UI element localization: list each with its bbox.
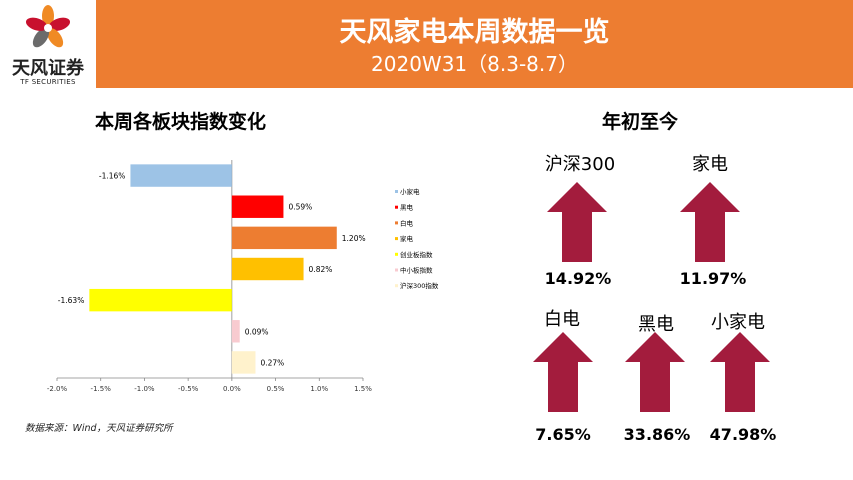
x-tick-label: 0.5%: [267, 385, 285, 393]
bar-0: [130, 164, 232, 187]
ytd-value-black-goods: 33.86%: [623, 425, 691, 444]
bar-2: [231, 226, 337, 250]
ytd-section-title: 年初至今: [602, 111, 679, 133]
legend-swatch: [395, 252, 398, 256]
legend-swatch: [395, 237, 398, 241]
x-tick-label: -1.0%: [134, 385, 155, 393]
bar-3: [231, 257, 304, 281]
bar-6: [231, 351, 256, 374]
legend-swatch: [395, 205, 398, 209]
sector-index-chart: -2.0% -1.5% -1.0% -0.5% 0.0% 0.5% 1.0% 1.5% -1.…: [47, 160, 439, 393]
ytd-value-appliance: 11.97%: [679, 269, 747, 288]
bar-value-label: 0.82%: [309, 265, 333, 274]
bar-value-label: -1.16%: [99, 172, 126, 181]
legend-swatch: [395, 268, 398, 272]
logo-name: 天风证券: [12, 58, 84, 79]
bar-value-label: 0.09%: [245, 327, 269, 336]
chart-bars: -1.16% 0.59% 1.20% 0.82% -1.63% 0.09% 0.27%: [58, 164, 366, 374]
bar-5: [231, 320, 240, 343]
up-arrow-icon: [710, 332, 770, 412]
legend-label: 小家电: [400, 187, 420, 196]
header: 天风证券 TF SECURITIES 天风家电本周数据一览 2020W31（8.…: [0, 0, 853, 88]
legend-label: 创业板指数: [400, 250, 433, 259]
legend-swatch: [395, 190, 398, 193]
ytd-value-small-appliance: 47.98%: [709, 425, 777, 444]
page-title: 天风家电本周数据一览: [339, 17, 610, 48]
x-tick-label: -2.0%: [47, 385, 68, 393]
legend-label: 家电: [400, 234, 414, 243]
up-arrow-icon: [680, 182, 740, 262]
page-subtitle: 2020W31（8.3-8.7）: [371, 52, 578, 76]
chart-axes: -2.0% -1.5% -1.0% -0.5% 0.0% 0.5% 1.0% 1.5%: [47, 160, 372, 393]
bar-4: [89, 288, 232, 312]
legend-swatch: [395, 221, 398, 225]
x-tick-label: 0.0%: [223, 385, 241, 393]
ytd-value-hs300: 14.92%: [544, 269, 612, 288]
x-tick-label: 1.5%: [354, 385, 372, 393]
bar-value-label: 1.20%: [342, 234, 366, 243]
ytd-label-black-goods: 黑电: [638, 314, 674, 335]
bar-value-label: -1.63%: [58, 296, 85, 305]
ytd-label-appliance: 家电: [692, 154, 728, 175]
x-tick-label: 1.0%: [310, 385, 328, 393]
ytd-label-hs300: 沪深300: [544, 154, 616, 175]
logo: 天风证券 TF SECURITIES: [0, 0, 96, 88]
legend-label: 黑电: [400, 203, 414, 212]
title-banner: 天风家电本周数据一览 2020W31（8.3-8.7）: [96, 0, 853, 88]
bar-value-label: 0.27%: [260, 358, 284, 367]
up-arrow-icon: [625, 332, 685, 412]
ytd-value-white-goods: 7.65%: [535, 425, 591, 444]
legend-label: 中小板指数: [400, 266, 433, 275]
x-tick-label: -1.5%: [91, 385, 112, 393]
ytd-label-white-goods: 白电: [544, 309, 580, 330]
bar-value-label: 0.59%: [288, 203, 312, 212]
legend-label: 白电: [400, 218, 414, 227]
bar-1: [231, 195, 284, 218]
legend-label: 沪深300指数: [400, 281, 439, 290]
ytd-label-small-appliance: 小家电: [711, 312, 765, 333]
x-tick-label: -0.5%: [178, 385, 199, 393]
data-source-note: 数据来源：Wind，天风证券研究所: [25, 423, 173, 434]
logo-flower-icon: [25, 5, 71, 48]
chart-section-title: 本周各板块指数变化: [95, 111, 267, 133]
legend-swatch: [395, 284, 398, 288]
up-arrow-icon: [547, 182, 607, 262]
up-arrow-icon: [533, 332, 593, 412]
logo-subtitle: TF SECURITIES: [20, 78, 76, 86]
